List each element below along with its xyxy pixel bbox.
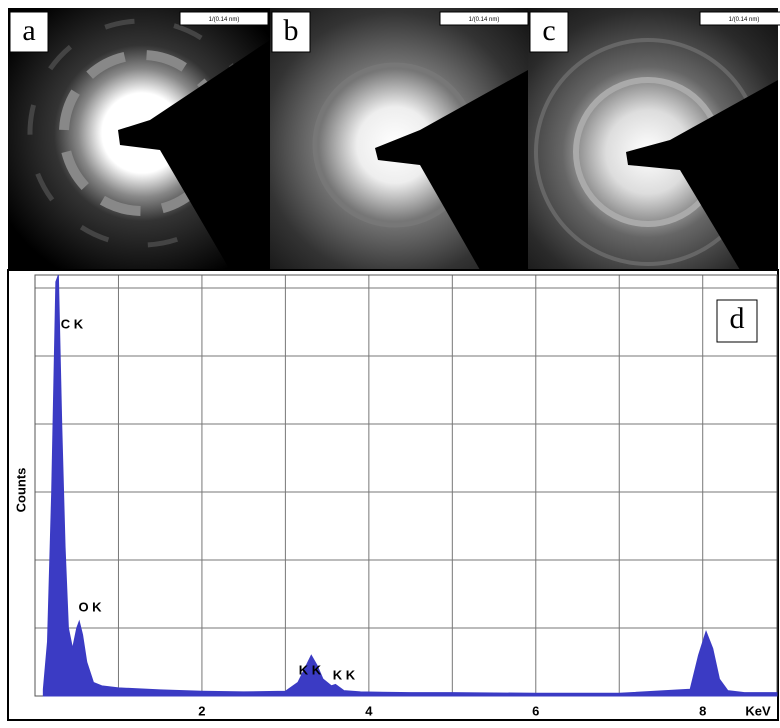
- panel-label: a: [22, 14, 35, 47]
- panel-label: b: [284, 14, 299, 47]
- panel-label: c: [542, 14, 555, 47]
- x-tick-label: 6: [532, 703, 539, 718]
- x-tick-label: 8: [699, 703, 706, 718]
- x-axis-label: KeV: [745, 703, 771, 718]
- scale-label: 1/(0.14 nm): [209, 17, 240, 23]
- diffraction-image: [528, 8, 778, 270]
- scale-bar: [179, 11, 269, 26]
- panel-label-box: [271, 11, 311, 53]
- panel-label-box: [529, 11, 569, 53]
- peak-label: K K: [299, 662, 322, 677]
- peak-label: O K: [78, 599, 102, 614]
- panel-label-box: [9, 11, 49, 53]
- x-tick-label: 4: [365, 703, 373, 718]
- scale-bar: [699, 11, 780, 26]
- diffraction-image: [270, 8, 528, 270]
- diffraction-image: [8, 8, 270, 270]
- spectrum-frame: [7, 269, 779, 721]
- x-tick-label: 2: [198, 703, 205, 718]
- scale-label: 1/(0.14 nm): [729, 17, 760, 23]
- panel-label: d: [730, 302, 745, 335]
- scale-label: 1/(0.14 nm): [469, 17, 500, 23]
- spectrum-area: [42, 274, 778, 697]
- peak-label: K K: [333, 667, 356, 682]
- peak-label: C K: [61, 316, 84, 331]
- panel-label-box: [716, 299, 758, 343]
- scale-bar: [439, 11, 529, 26]
- y-axis-label: Counts: [13, 468, 28, 513]
